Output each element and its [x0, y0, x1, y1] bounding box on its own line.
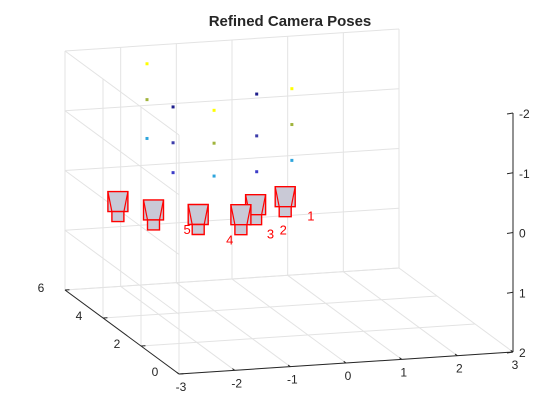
- grid-line: [140, 323, 476, 347]
- camera-label: 1: [307, 209, 314, 224]
- camera-label: 3: [267, 227, 274, 242]
- point-marker: [290, 87, 294, 91]
- point-marker: [212, 108, 216, 112]
- grid-line: [64, 110, 180, 196]
- y-tick-label: 4: [76, 309, 83, 323]
- camera-edge: [158, 199, 165, 221]
- z-tick-label: 0: [519, 227, 526, 241]
- camera-edge: [142, 199, 149, 221]
- y-tick-label: 0: [152, 365, 159, 379]
- z-tick-label: -1: [519, 167, 530, 181]
- point-marker: [290, 158, 294, 162]
- x-tick-mark: [343, 360, 347, 364]
- grid-line: [176, 282, 291, 368]
- x-tick-label: -1: [287, 373, 298, 387]
- point-marker: [255, 170, 259, 174]
- camera-marker: [142, 199, 165, 231]
- camera-body: [274, 185, 296, 208]
- grid-line: [64, 50, 180, 136]
- point-marker: [145, 98, 149, 102]
- x-tick-label: 0: [345, 369, 352, 383]
- camera-lens: [234, 223, 248, 236]
- 3d-points: [145, 62, 294, 178]
- x-tick-mark: [176, 371, 180, 375]
- grid-line: [64, 148, 400, 171]
- grid-line: [287, 274, 402, 360]
- grid: [64, 28, 514, 375]
- grid-line: [64, 229, 180, 315]
- camera-edge: [246, 204, 252, 225]
- point-marker: [212, 174, 216, 178]
- camera-lens: [146, 219, 161, 231]
- x-tick-label: 2: [456, 362, 463, 376]
- camera-edge: [187, 204, 193, 225]
- z-tick-mark: [506, 112, 514, 115]
- point-marker: [171, 105, 175, 109]
- camera-label: 5: [184, 222, 191, 237]
- camera-body: [230, 203, 252, 226]
- point-marker: [171, 171, 175, 175]
- y-axis-line: [64, 289, 180, 375]
- y-tick-label: 2: [114, 337, 121, 351]
- x-tick-mark: [232, 368, 235, 371]
- x-tick-label: -2: [231, 376, 242, 390]
- point-marker: [255, 134, 259, 138]
- grid-line: [343, 271, 458, 357]
- camera-marker: [187, 203, 209, 236]
- z-tick-mark: [506, 172, 514, 175]
- grid-line: [64, 88, 400, 112]
- camera-edge: [290, 186, 296, 207]
- camera-marker: [107, 190, 129, 223]
- camera-lens: [278, 205, 292, 218]
- z-tick-mark: [506, 351, 514, 354]
- camera-body: [187, 203, 209, 226]
- camera-label: 4: [226, 233, 233, 248]
- z-tick-mark: [506, 291, 514, 294]
- x-tick-mark: [399, 357, 402, 360]
- grid-line: [64, 267, 400, 291]
- camera-edge: [123, 191, 129, 212]
- z-tick-label: 1: [519, 286, 526, 300]
- x-tick-mark: [287, 364, 291, 368]
- z-tick-mark: [506, 232, 514, 234]
- camera-edge: [261, 194, 267, 215]
- point-marker: [145, 136, 149, 140]
- grid-line: [398, 267, 514, 353]
- grid-line: [231, 278, 347, 364]
- z-tick-label: -2: [519, 107, 530, 121]
- camera-marker: [274, 185, 296, 218]
- x-tick-mark: [454, 353, 458, 357]
- camera-lens: [111, 210, 125, 223]
- x-tick-label: 1: [400, 365, 407, 379]
- camera-lens: [191, 223, 205, 236]
- camera-edge: [230, 204, 236, 225]
- point-marker: [145, 62, 149, 66]
- axes: [64, 112, 514, 375]
- camera-edge: [274, 186, 280, 207]
- x-tick-label: 3: [512, 358, 519, 372]
- grid-line: [64, 28, 400, 52]
- camera-body: [142, 199, 165, 221]
- point-marker: [290, 123, 294, 127]
- chart-title: Refined Camera Poses: [209, 13, 372, 30]
- camera-edge: [107, 191, 113, 212]
- camera-label: 2: [280, 223, 287, 238]
- camera-body: [107, 190, 129, 213]
- camera-edge: [203, 204, 209, 225]
- x-tick-label: -3: [176, 380, 187, 394]
- grid-line: [120, 285, 235, 371]
- z-tick-label: 2: [519, 346, 526, 360]
- grid-line: [102, 295, 438, 319]
- y-tick-label: 6: [38, 281, 45, 295]
- camera-marker: [230, 203, 252, 236]
- point-marker: [212, 141, 216, 145]
- point-marker: [255, 92, 259, 96]
- point-marker: [171, 141, 175, 145]
